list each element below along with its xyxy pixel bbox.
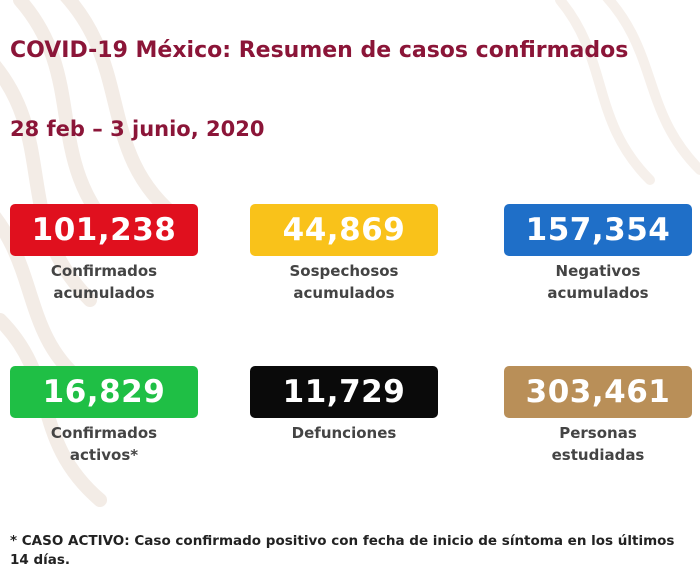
stat-label-line: Confirmados bbox=[50, 262, 158, 280]
stat-label-activos: Confirmados activos* bbox=[10, 422, 198, 466]
stat-label-line: Confirmados bbox=[50, 424, 158, 442]
footnote: * CASO ACTIVO: Caso confirmado positivo … bbox=[10, 533, 675, 568]
stat-value-confirmados: 101,238 bbox=[10, 204, 198, 256]
stat-value-sospechosos: 44,869 bbox=[250, 204, 438, 256]
stat-card-sospechosos: 44,869 Sospechosos acumulados bbox=[250, 204, 438, 304]
stat-label-line: acumulados bbox=[293, 284, 395, 302]
stat-card-estudiadas: 303,461 Personas estudiadas bbox=[504, 366, 692, 466]
stat-label-confirmados: Confirmados acumulados bbox=[10, 260, 198, 304]
stat-label-negativos: Negativos acumulados bbox=[504, 260, 692, 304]
stat-value-estudiadas: 303,461 bbox=[504, 366, 692, 418]
stat-label-line: estudiadas bbox=[551, 446, 645, 464]
stat-card-confirmados: 101,238 Confirmados acumulados bbox=[10, 204, 198, 304]
stat-label-line: Defunciones bbox=[291, 424, 397, 442]
stat-label-defunciones: Defunciones bbox=[250, 422, 438, 444]
date-range: 28 feb – 3 junio, 2020 bbox=[10, 117, 265, 141]
stat-card-defunciones: 11,729 Defunciones bbox=[250, 366, 438, 444]
stat-value-defunciones: 11,729 bbox=[250, 366, 438, 418]
stat-value-negativos: 157,354 bbox=[504, 204, 692, 256]
stat-label-line: Sospechosos bbox=[289, 262, 399, 280]
stat-label-estudiadas: Personas estudiadas bbox=[504, 422, 692, 466]
stat-label-line: Personas bbox=[559, 424, 637, 442]
stat-label-line: Negativos bbox=[555, 262, 641, 280]
page-title: COVID-19 México: Resumen de casos confir… bbox=[10, 38, 629, 63]
stat-label-line: acumulados bbox=[547, 284, 649, 302]
stat-card-negativos: 157,354 Negativos acumulados bbox=[504, 204, 692, 304]
stat-label-sospechosos: Sospechosos acumulados bbox=[250, 260, 438, 304]
stat-label-line: acumulados bbox=[53, 284, 155, 302]
stat-label-line: activos* bbox=[69, 446, 139, 464]
stat-card-activos: 16,829 Confirmados activos* bbox=[10, 366, 198, 466]
stat-value-activos: 16,829 bbox=[10, 366, 198, 418]
